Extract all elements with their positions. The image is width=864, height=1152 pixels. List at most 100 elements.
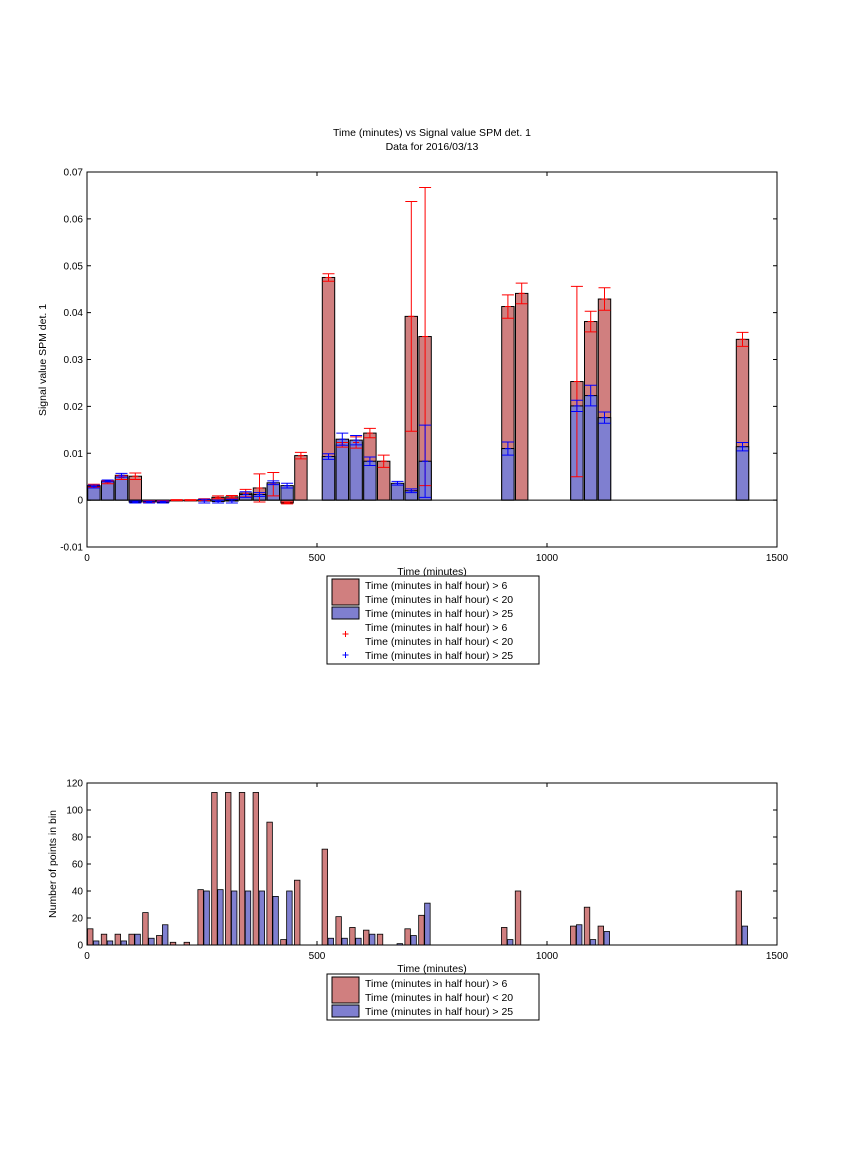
signal-error-bar — [419, 186, 432, 487]
signal-error-bar — [281, 501, 294, 505]
signal-error-bar — [184, 499, 197, 502]
count-bar — [252, 792, 259, 946]
count-bar — [114, 933, 121, 946]
count-bar — [217, 889, 224, 946]
signal-error-bar — [501, 441, 514, 456]
count-bar — [156, 935, 163, 946]
count-bar — [266, 821, 273, 946]
signal-bar — [515, 292, 529, 501]
signal-error-bar — [156, 500, 169, 504]
count-legend-label: Time (minutes in half hour) > 25 — [365, 1006, 513, 1018]
signal-y-tick-label: 0.05 — [64, 261, 84, 272]
signal-chart-title: Time (minutes) vs Signal value SPM det. … — [333, 127, 531, 139]
signal-y-tick-label: 0 — [77, 496, 83, 507]
count-bar — [87, 928, 94, 946]
signal-legend-label: Time (minutes in half hour) > 6 — [365, 580, 507, 592]
count-x-tick-label: 1000 — [536, 951, 559, 962]
signal-bar — [501, 448, 515, 501]
count-bar — [741, 925, 748, 946]
count-legend-swatch — [331, 1004, 360, 1018]
signal-legend-label: Time (minutes in half hour) > 25 — [365, 608, 513, 620]
count-x-tick-label: 1500 — [766, 951, 789, 962]
signal-y-tick-label: 0.02 — [64, 402, 84, 413]
signal-error-bar — [598, 411, 611, 424]
count-bar — [583, 906, 591, 946]
count-bar — [418, 914, 425, 946]
signal-error-bar — [570, 399, 583, 413]
count-bar — [321, 848, 328, 946]
signal-y-tick-label: 0.01 — [64, 449, 84, 460]
signal-error-bar — [115, 472, 128, 478]
signal-error-bar — [377, 454, 390, 468]
count-x-axis-label: Time (minutes) — [397, 963, 467, 975]
signal-error-bar — [129, 472, 142, 480]
count-bar — [404, 928, 411, 946]
signal-error-bar — [322, 273, 335, 282]
count-legend: Time (minutes in half hour) > 6 Time (min… — [326, 973, 540, 1021]
signal-legend-marker — [342, 631, 349, 637]
count-legend-label: Time (minutes in half hour) < 20 — [365, 992, 513, 1004]
signal-bar — [349, 439, 363, 501]
signal-chart: Time (minutes) vs Signal value SPM det. … — [37, 127, 789, 665]
signal-error-bar — [198, 498, 211, 504]
signal-x-tick-labels: 0 500 1000 1500 — [84, 553, 788, 564]
count-bar — [280, 939, 287, 946]
signal-x-axis-label: Time (minutes) — [397, 566, 467, 578]
count-bar — [231, 890, 238, 946]
signal-legend-label: Time (minutes in half hour) > 6 — [365, 622, 507, 634]
count-bar — [335, 916, 342, 946]
signal-error-bar — [253, 492, 266, 497]
count-bar — [128, 933, 135, 946]
count-bar — [203, 890, 210, 946]
count-bar — [162, 924, 169, 946]
count-chart: 0 20 40 60 80 100 120 0 500 1000 1500 Time (minut… — [47, 779, 789, 1021]
count-bar — [286, 890, 293, 946]
signal-bar — [735, 446, 750, 501]
count-bar — [148, 937, 155, 946]
count-bar — [369, 933, 376, 946]
count-bar — [93, 940, 100, 946]
signal-bar — [321, 456, 336, 501]
signal-x-tick-label: 1500 — [766, 553, 789, 564]
signal-error-bar — [101, 479, 114, 483]
count-bar — [211, 792, 218, 946]
count-axes — [86, 782, 778, 946]
signal-legend-marker — [342, 652, 349, 658]
count-y-tick-label: 40 — [72, 887, 84, 898]
signal-error-bar — [584, 384, 597, 407]
signal-legend-label: Time (minutes in half hour) < 20 — [365, 636, 513, 648]
count-y-tick-label: 60 — [72, 860, 84, 871]
count-bar — [507, 939, 514, 946]
count-x-tick-label: 0 — [84, 951, 90, 962]
signal-error-bar — [419, 424, 432, 498]
count-bar — [327, 937, 334, 946]
count-bar — [424, 902, 431, 946]
count-bar — [272, 896, 279, 946]
signal-x-tick-label: 0 — [84, 553, 90, 564]
count-y-tick-label: 20 — [72, 914, 84, 925]
signal-error-bar — [322, 453, 335, 460]
signal-error-bar — [212, 495, 225, 500]
signal-error-bar — [350, 434, 363, 446]
count-bar — [735, 890, 742, 946]
signal-y-tick-label: 0.06 — [64, 214, 84, 225]
count-bar — [570, 925, 577, 946]
count-bar — [376, 933, 384, 946]
count-bar — [355, 937, 362, 946]
signal-y-tick-labels: -0.01 0 0.01 0.02 0.03 0.04 0.05 0.06 0.07 — [60, 168, 83, 554]
signal-error-bar — [405, 488, 418, 494]
count-bar — [142, 912, 149, 946]
count-bar — [134, 933, 141, 946]
signal-bar — [335, 438, 350, 501]
count-y-tick-label: 100 — [66, 806, 83, 817]
signal-error-bar — [515, 282, 528, 305]
count-y-tick-label: 80 — [72, 833, 84, 844]
count-x-tick-label: 500 — [309, 951, 326, 962]
count-y-tick-label: 0 — [77, 941, 83, 952]
count-legend-box — [326, 973, 540, 1021]
signal-bar — [363, 460, 377, 501]
count-bar — [603, 931, 610, 946]
count-x-tick-labels: 0 500 1000 1500 — [84, 951, 788, 962]
signal-legend: Time (minutes in half hour) > 6 Time (min… — [326, 575, 540, 665]
signal-y-tick-label: 0.07 — [64, 168, 84, 179]
